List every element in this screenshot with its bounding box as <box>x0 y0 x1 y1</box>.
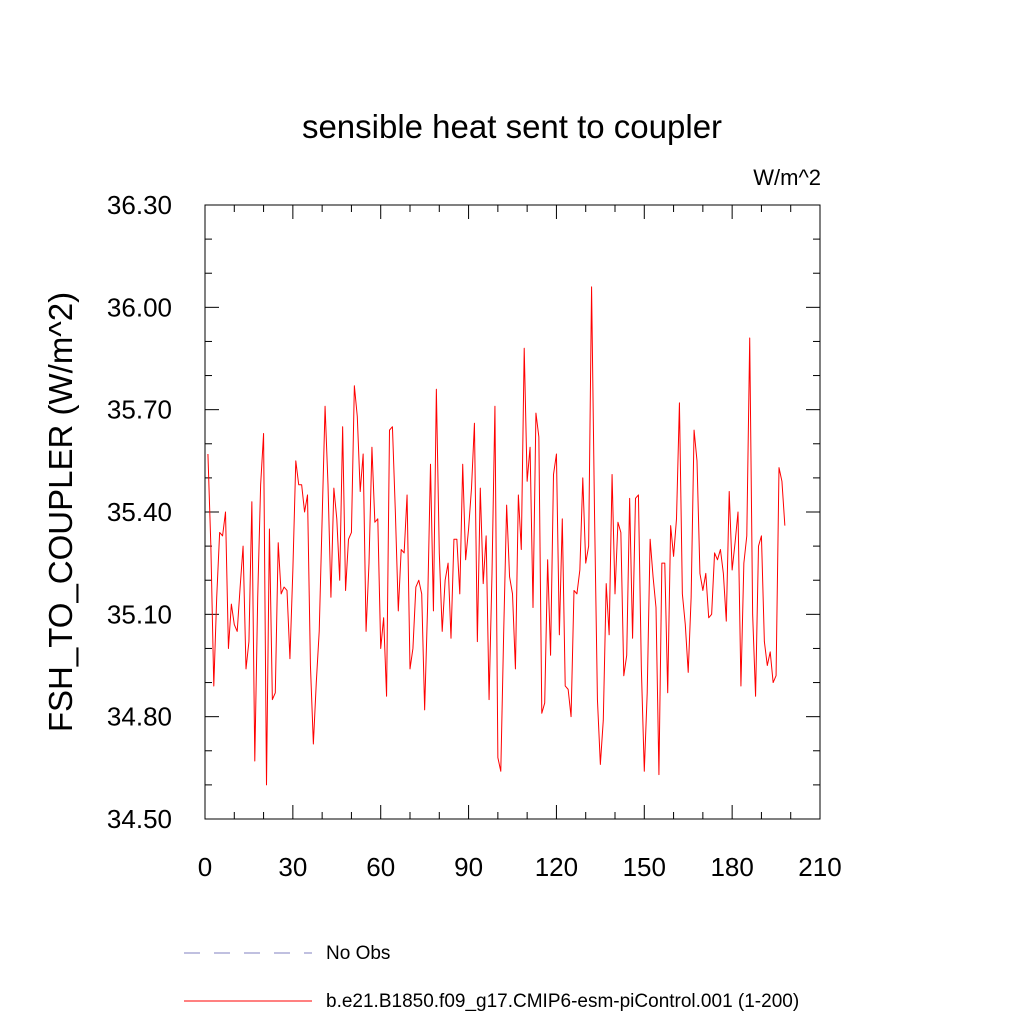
axis-ticks <box>204 204 821 820</box>
x-tick-label: 150 <box>623 852 666 882</box>
series-line <box>207 286 786 786</box>
chart-title: sensible heat sent to coupler <box>302 108 722 145</box>
x-tick-label: 120 <box>535 852 578 882</box>
y-tick-labels: 34.50 34.80 35.10 35.40 35.70 36.00 36.30 <box>107 190 172 834</box>
legend-label-no-obs: No Obs <box>326 943 390 964</box>
units-label: W/m^2 <box>753 165 821 190</box>
y-tick-label: 34.50 <box>107 804 172 834</box>
series-layer <box>207 286 786 786</box>
legend: No Obs b.e21.B1850.f09_g17.CMIP6-esm-piC… <box>184 943 799 1012</box>
plot-frame <box>204 204 821 820</box>
y-tick-label: 36.00 <box>107 292 172 322</box>
y-axis-label: FSH_TO_COUPLER (W/m^2) <box>42 292 79 732</box>
y-tick-label: 34.80 <box>107 702 172 732</box>
y-tick-label: 36.30 <box>107 190 172 220</box>
x-tick-label: 90 <box>454 852 483 882</box>
x-tick-label: 210 <box>798 852 841 882</box>
x-tick-labels: 0 30 60 90 120 150 180 210 <box>198 852 842 882</box>
x-tick-label: 180 <box>710 852 753 882</box>
legend-label-series: b.e21.B1850.f09_g17.CMIP6-esm-piControl.… <box>326 991 799 1012</box>
x-tick-label: 0 <box>198 852 212 882</box>
x-tick-label: 60 <box>366 852 395 882</box>
x-tick-label: 30 <box>278 852 307 882</box>
y-tick-label: 35.70 <box>107 395 172 425</box>
y-tick-label: 35.10 <box>107 599 172 629</box>
y-tick-label: 35.40 <box>107 497 172 527</box>
